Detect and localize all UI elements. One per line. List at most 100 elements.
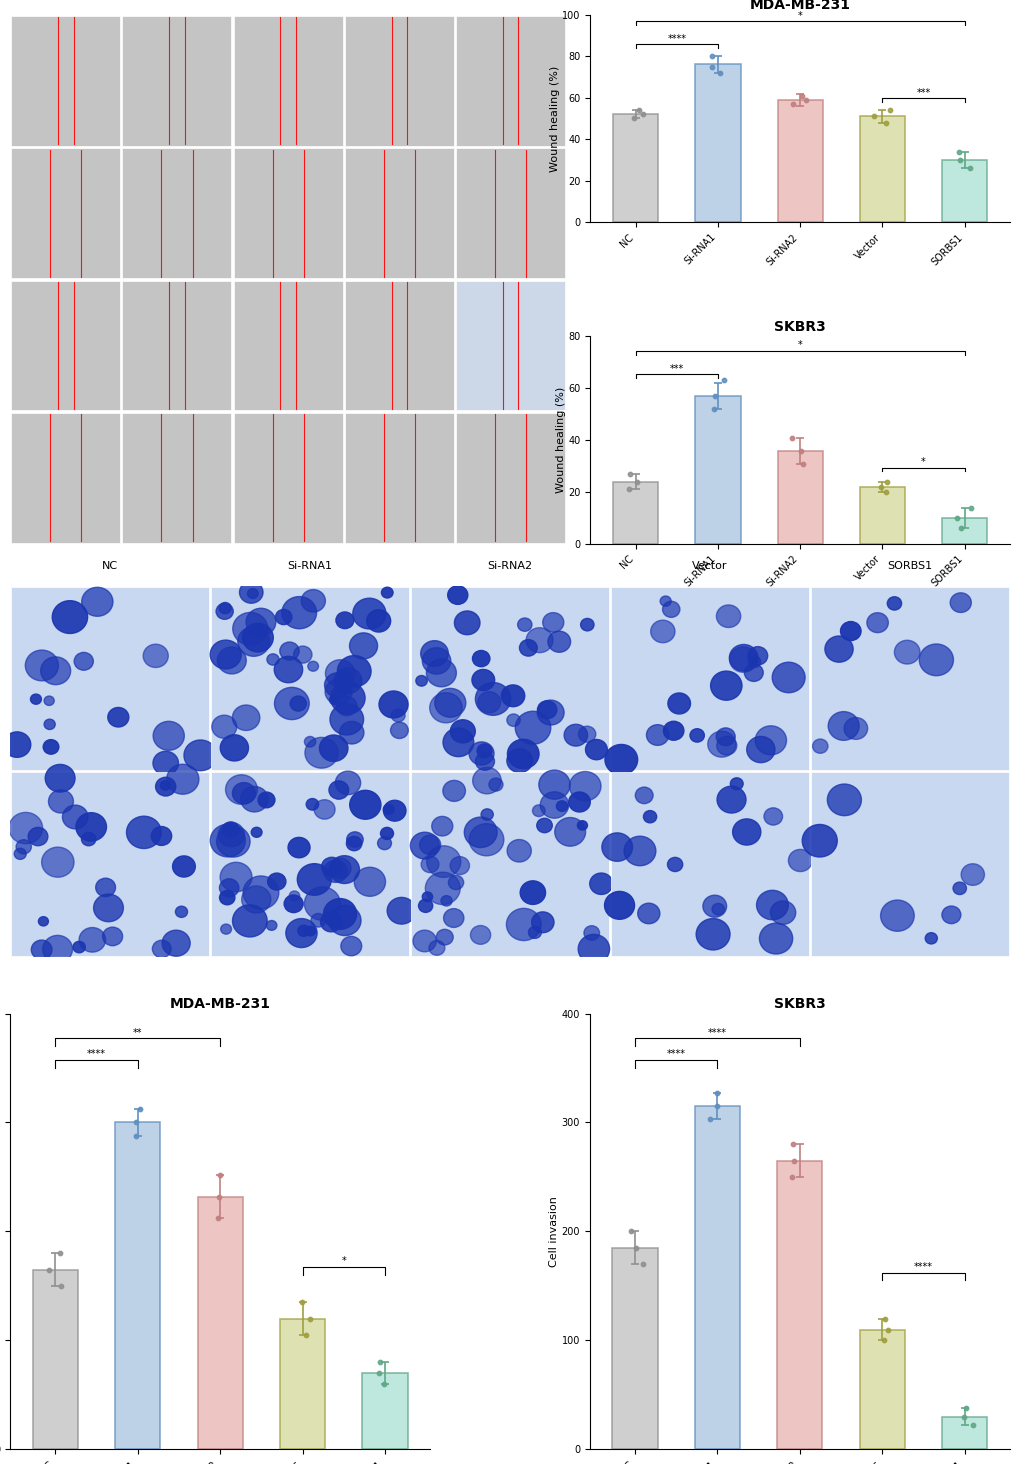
Circle shape xyxy=(44,719,55,729)
Point xyxy=(786,1149,802,1173)
Circle shape xyxy=(440,896,451,906)
Circle shape xyxy=(429,940,444,956)
Circle shape xyxy=(422,892,432,902)
Bar xyxy=(941,518,986,545)
Circle shape xyxy=(569,772,600,801)
Circle shape xyxy=(328,780,348,799)
Bar xyxy=(859,116,904,223)
Circle shape xyxy=(754,726,786,755)
Bar xyxy=(344,16,453,145)
Bar xyxy=(776,1161,821,1449)
Circle shape xyxy=(517,618,532,631)
Circle shape xyxy=(555,801,568,811)
Circle shape xyxy=(866,613,888,632)
Circle shape xyxy=(826,785,861,815)
Point xyxy=(952,517,968,540)
Circle shape xyxy=(96,878,115,896)
Point xyxy=(623,1220,639,1243)
Bar xyxy=(344,148,453,278)
Circle shape xyxy=(281,596,316,628)
Circle shape xyxy=(578,934,609,963)
Circle shape xyxy=(9,813,43,843)
Point xyxy=(715,369,732,392)
Circle shape xyxy=(301,590,325,612)
Circle shape xyxy=(506,748,532,773)
Point xyxy=(794,452,810,476)
Text: Si-RNA2: Si-RNA2 xyxy=(487,561,532,571)
Circle shape xyxy=(246,608,275,635)
Circle shape xyxy=(297,864,331,896)
Point xyxy=(784,426,800,449)
Circle shape xyxy=(212,714,236,738)
Bar xyxy=(211,773,409,956)
Bar xyxy=(455,413,565,543)
Bar xyxy=(211,587,409,770)
Point xyxy=(707,1095,723,1118)
Circle shape xyxy=(477,744,491,758)
Bar xyxy=(610,587,808,770)
Circle shape xyxy=(583,925,599,940)
Point xyxy=(621,477,637,501)
Circle shape xyxy=(472,650,489,666)
Text: *: * xyxy=(920,457,925,467)
Point xyxy=(298,1323,314,1347)
Circle shape xyxy=(801,824,837,856)
Circle shape xyxy=(42,848,74,877)
Circle shape xyxy=(447,586,468,605)
Bar xyxy=(695,64,740,223)
Circle shape xyxy=(334,668,362,694)
Bar xyxy=(11,413,120,543)
Circle shape xyxy=(340,937,362,956)
Point xyxy=(792,439,808,463)
Text: SORBS1: SORBS1 xyxy=(887,561,931,571)
Point xyxy=(875,1307,892,1331)
Circle shape xyxy=(266,921,276,930)
Point xyxy=(370,1362,386,1385)
Point xyxy=(131,1098,148,1121)
Text: ****: **** xyxy=(87,1050,106,1060)
Circle shape xyxy=(183,739,217,770)
Circle shape xyxy=(94,895,123,922)
Circle shape xyxy=(729,644,757,671)
Bar xyxy=(411,587,608,770)
Circle shape xyxy=(240,786,268,813)
Point xyxy=(210,1184,226,1208)
Point xyxy=(877,480,894,504)
Circle shape xyxy=(248,589,258,599)
Circle shape xyxy=(308,662,318,671)
Circle shape xyxy=(500,685,524,707)
Circle shape xyxy=(330,682,365,714)
Circle shape xyxy=(710,671,741,700)
Circle shape xyxy=(108,707,128,728)
Text: ***: *** xyxy=(669,363,684,373)
Circle shape xyxy=(287,837,310,858)
Circle shape xyxy=(391,709,405,722)
Circle shape xyxy=(380,827,393,839)
Point xyxy=(634,102,650,126)
Circle shape xyxy=(3,732,31,757)
Circle shape xyxy=(353,599,385,630)
Circle shape xyxy=(274,687,309,720)
Circle shape xyxy=(306,798,318,810)
Circle shape xyxy=(329,858,351,878)
Circle shape xyxy=(425,873,460,905)
Point xyxy=(793,83,809,107)
Circle shape xyxy=(274,656,303,682)
Point xyxy=(703,54,719,78)
Circle shape xyxy=(314,799,335,820)
Circle shape xyxy=(730,777,743,789)
Circle shape xyxy=(418,899,432,912)
Circle shape xyxy=(44,695,54,706)
Text: Vector: Vector xyxy=(692,561,727,571)
Circle shape xyxy=(284,895,303,912)
Bar xyxy=(11,281,120,410)
Circle shape xyxy=(537,701,556,719)
Circle shape xyxy=(431,817,452,836)
Circle shape xyxy=(421,856,438,873)
Point xyxy=(964,1414,980,1438)
Point xyxy=(708,1082,725,1105)
Circle shape xyxy=(840,622,860,641)
Circle shape xyxy=(532,805,544,817)
Circle shape xyxy=(716,736,736,755)
Bar xyxy=(122,16,231,145)
